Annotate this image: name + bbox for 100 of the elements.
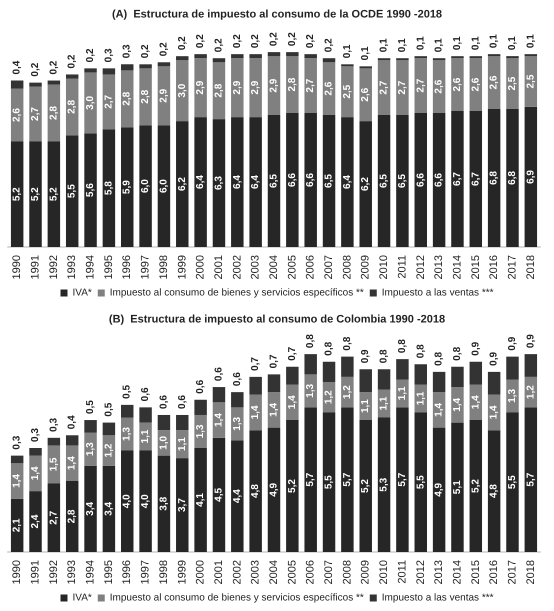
data-label: 3,4 xyxy=(103,501,114,516)
bar xyxy=(249,54,262,58)
data-label: 0,7 xyxy=(286,346,298,361)
bar xyxy=(48,84,60,142)
data-label: 2,9 xyxy=(268,78,280,93)
data-label: 0,1 xyxy=(415,36,426,50)
data-label: 1,3 xyxy=(232,416,243,431)
data-label: 0,1 xyxy=(525,34,536,48)
x-tick-label: 2002 xyxy=(231,560,244,584)
bar xyxy=(378,418,390,552)
bar xyxy=(102,466,116,552)
bar xyxy=(359,121,372,247)
bar xyxy=(176,414,189,430)
data-label: 0,2 xyxy=(66,54,78,68)
data-label: 1,2 xyxy=(324,390,335,404)
data-label: 0,2 xyxy=(30,62,42,77)
bar xyxy=(506,412,519,552)
x-tick-label: 2008 xyxy=(341,255,354,280)
data-label: 0,8 xyxy=(415,344,426,358)
x-tick-label: 1995 xyxy=(102,560,115,584)
data-label: 5,7 xyxy=(342,472,353,487)
x-tick-label: 2005 xyxy=(286,560,298,584)
x-tick-label: 2009 xyxy=(360,255,372,280)
data-label: 0,1 xyxy=(434,38,445,52)
x-tick-label: 2015 xyxy=(470,255,482,280)
data-label: 5,6 xyxy=(85,182,96,198)
x-tick-label: 2000 xyxy=(194,560,207,584)
data-label: 2,7 xyxy=(305,78,316,93)
data-label: 0,9 xyxy=(506,336,518,351)
x-tick-label: 2008 xyxy=(341,560,354,584)
bar xyxy=(524,407,538,552)
data-label: 6,6 xyxy=(305,172,316,187)
bar xyxy=(194,117,207,247)
x-tick-label: 2016 xyxy=(488,560,500,584)
x-tick-label: 2016 xyxy=(488,255,500,280)
data-label: 5,5 xyxy=(415,474,426,490)
bar xyxy=(84,133,97,247)
data-label: 6,6 xyxy=(286,172,298,187)
data-label: 2,1 xyxy=(12,518,23,532)
data-label: 1,2 xyxy=(103,443,114,458)
data-label: 0,2 xyxy=(232,34,243,48)
data-label: 4,1 xyxy=(195,492,206,507)
x-tick-label: 2007 xyxy=(323,560,336,584)
bar xyxy=(322,115,336,247)
x-tick-label: 2012 xyxy=(414,255,427,280)
data-label: 1,4 xyxy=(286,394,298,410)
data-label: 2,8 xyxy=(48,106,60,120)
data-label: 2,8 xyxy=(213,83,224,98)
legend-label: Impuesto al consumo de bienes y servicios específicos ** xyxy=(110,288,364,298)
legend-label: Impuesto a las ventas *** xyxy=(382,288,494,298)
data-label: 0,6 xyxy=(140,387,152,402)
bar xyxy=(231,54,244,58)
bar xyxy=(506,58,519,109)
bar xyxy=(194,400,207,415)
x-tick-label: 1999 xyxy=(176,560,188,584)
x-tick-label: 1992 xyxy=(48,255,60,280)
data-label: 2,6 xyxy=(12,108,23,122)
data-label: 0,2 xyxy=(250,34,262,48)
bar xyxy=(396,60,409,116)
bar xyxy=(212,58,226,62)
bar xyxy=(470,110,482,247)
data-label: 5,2 xyxy=(30,186,42,202)
data-label: 3,4 xyxy=(85,501,96,516)
data-label: 2,7 xyxy=(415,78,426,93)
bar xyxy=(84,72,97,134)
bar xyxy=(29,491,42,552)
x-tick-label: 2013 xyxy=(433,560,446,584)
data-label: 4,0 xyxy=(122,494,133,508)
x-tick-label: 1990 xyxy=(11,560,24,584)
bar xyxy=(286,420,299,552)
bar xyxy=(139,407,152,423)
data-label: 0,2 xyxy=(213,38,224,52)
data-label: 5,2 xyxy=(470,478,482,493)
data-label: 2,8 xyxy=(286,77,298,92)
data-label: 6,7 xyxy=(452,172,463,186)
x-tick-label: 2010 xyxy=(378,255,390,280)
bar xyxy=(470,58,482,111)
x-tick-label: 2006 xyxy=(304,560,317,584)
data-label: 0,2 xyxy=(286,32,298,46)
bar xyxy=(121,127,134,247)
bar xyxy=(378,60,390,116)
bar xyxy=(102,68,116,74)
x-tick-label: 2004 xyxy=(268,560,280,584)
bar xyxy=(66,74,78,79)
data-label: 0,8 xyxy=(452,346,463,361)
bar xyxy=(29,448,42,456)
bar xyxy=(48,438,60,446)
data-label: 1,2 xyxy=(342,384,353,400)
data-label: 0,3 xyxy=(30,428,42,442)
data-label: 2,7 xyxy=(30,106,42,121)
x-tick-label: 1996 xyxy=(121,560,134,584)
data-label: 5,5 xyxy=(324,474,335,490)
bar xyxy=(304,113,317,247)
bar xyxy=(158,66,170,126)
x-tick-label: 2015 xyxy=(470,560,482,584)
data-label: 0,9 xyxy=(360,348,372,364)
bar xyxy=(121,70,134,128)
x-tick-label: 1998 xyxy=(158,560,170,584)
x-tick-label: 1991 xyxy=(30,560,42,584)
data-label: 2,6 xyxy=(470,77,482,92)
